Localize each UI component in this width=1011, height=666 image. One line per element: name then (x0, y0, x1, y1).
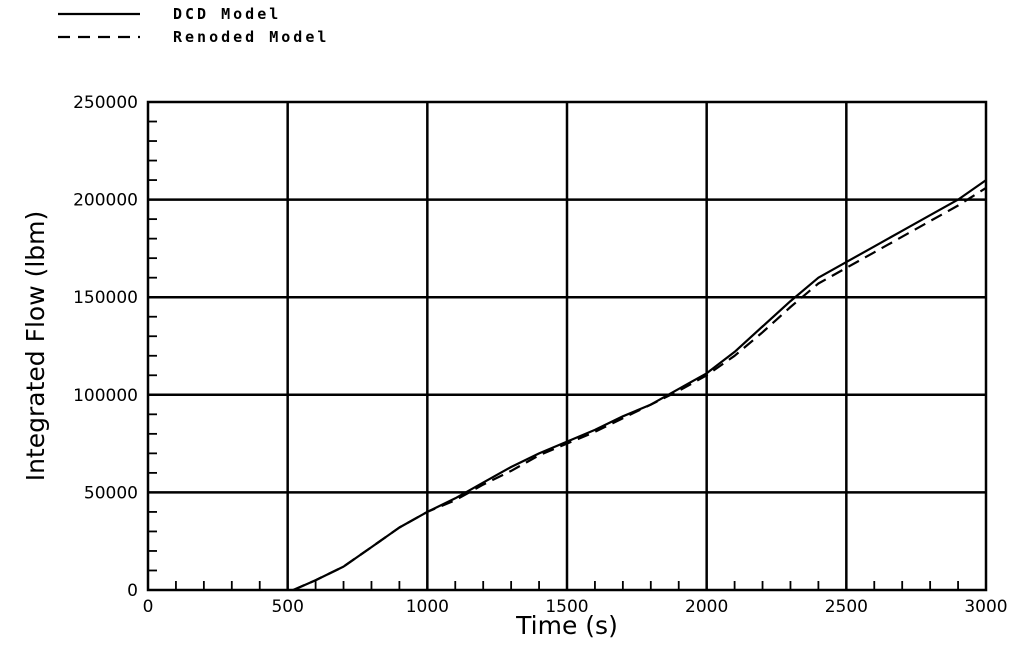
y-tick-label-5: 250000 (73, 93, 138, 113)
x-tick-label-5: 2500 (825, 597, 868, 617)
x-tick-label-4: 2000 (685, 597, 728, 617)
x-axis-title: Time (s) (515, 611, 618, 640)
y-tick-label-0: 0 (127, 581, 138, 601)
x-tick-label-0: 0 (143, 597, 154, 617)
series-line-renoded-model (292, 186, 987, 592)
plot-frame (146, 100, 988, 592)
y-tick-label-3: 150000 (73, 288, 138, 308)
grid (148, 102, 986, 590)
series-layer (292, 179, 987, 592)
y-axis-title: Integrated Flow (lbm) (21, 211, 50, 482)
y-tick-labels: 0 50000 100000 150000 200000 250000 (73, 93, 138, 601)
x-tick-label-6: 3000 (964, 597, 1007, 617)
x-tick-label-1: 500 (271, 597, 303, 617)
x-tick-labels: 0 500 1000 1500 2000 2500 3000 (143, 597, 1008, 617)
legend-label-0: DCD Model (173, 5, 281, 23)
y-tick-label-2: 100000 (73, 386, 138, 406)
legend-label-1: Renoded Model (173, 28, 329, 46)
minor-ticks (148, 120, 959, 590)
y-tick-label-1: 50000 (84, 483, 138, 503)
x-tick-label-2: 1000 (406, 597, 449, 617)
legend: DCD Model Renoded Model (58, 5, 329, 46)
y-tick-label-4: 200000 (73, 191, 138, 211)
x-tick-label-3: 1500 (545, 597, 588, 617)
